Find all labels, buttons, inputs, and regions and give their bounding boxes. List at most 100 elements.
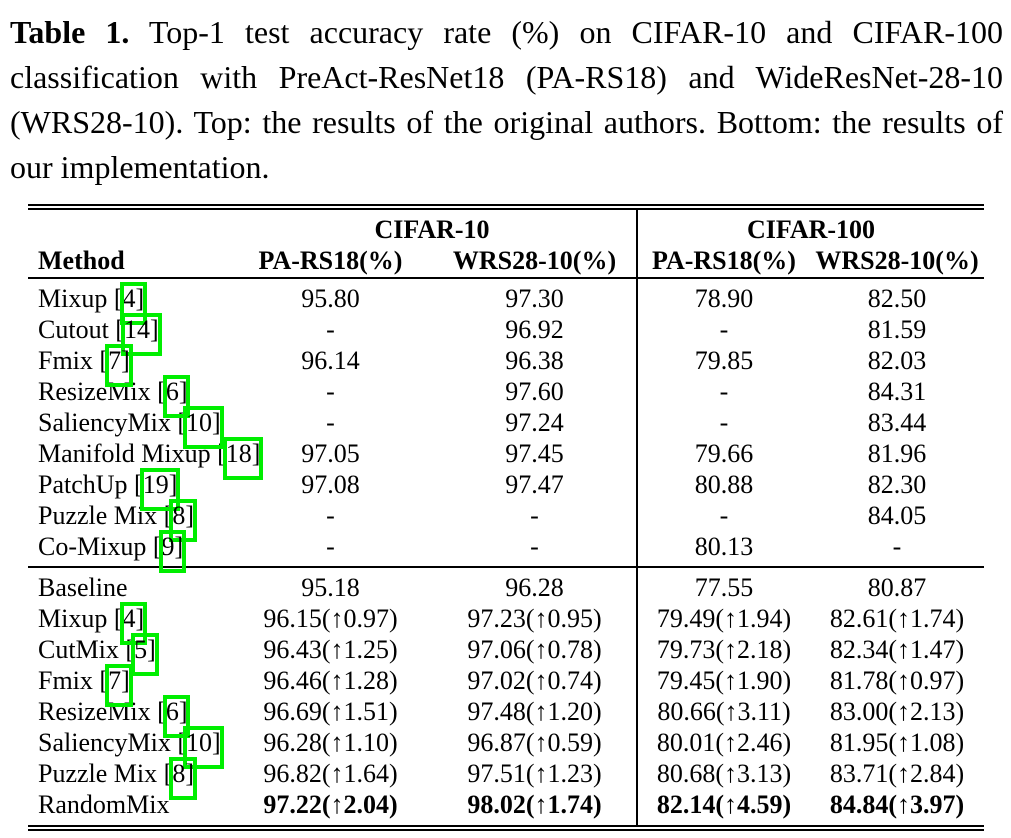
citation-link[interactable]: 7]: [108, 666, 130, 695]
method-label: Mixup [: [38, 284, 123, 313]
value-cell: 97.23(↑0.95): [467, 604, 602, 633]
method-label: PatchUp [: [38, 470, 143, 499]
value-cell: -: [326, 532, 335, 561]
table-row: ResizeMix [6] 96.69(↑1.51) 97.48(↑1.20) 80.…: [28, 696, 984, 727]
method-cell: Mixup [4]: [28, 603, 228, 634]
value-cell: 80.68(↑3.13): [636, 758, 810, 789]
citation-link[interactable]: 10]: [186, 728, 221, 757]
value-cell: 82.14(↑4.59): [636, 789, 810, 828]
citation-link[interactable]: 8]: [172, 501, 194, 530]
value-cell: 97.48(↑1.20): [467, 697, 602, 726]
value-cell: 78.90: [636, 278, 810, 314]
value-cell: 79.85: [636, 345, 810, 376]
value-cell: 81.96: [867, 439, 927, 468]
method-cell: PatchUp [19]: [28, 469, 228, 500]
citation-link[interactable]: 10]: [186, 408, 221, 437]
method-cell: Cutout [14]: [28, 314, 228, 345]
value-cell: 96.69(↑1.51): [263, 697, 398, 726]
citation-link[interactable]: 4]: [122, 284, 145, 313]
value-cell: -: [326, 408, 335, 437]
value-cell: 82.03: [867, 346, 927, 375]
caption-text: Top-1 test accuracy rate (%) on CIFAR-10…: [10, 14, 1004, 185]
caption-label: Table 1.: [10, 14, 130, 50]
method-cell: Baseline: [28, 566, 228, 603]
value-cell: -: [326, 315, 335, 344]
value-cell: 83.44: [867, 408, 927, 437]
value-cell: 96.14: [301, 346, 360, 375]
value-cell: 96.46(↑1.28): [263, 666, 398, 695]
value-cell: 97.06(↑0.78): [467, 635, 602, 664]
col-header-pars18-c10: PA-RS18(%): [228, 244, 433, 279]
method-label: Mixup [: [38, 604, 123, 633]
method-cell: CutMix [5]: [28, 634, 228, 665]
our-implementation-section: Baseline 95.18 96.28 77.55 80.87 Mixup [4] 96.…: [28, 566, 984, 828]
value-cell: 80.87: [810, 566, 984, 603]
method-label: Puzzle Mix [: [38, 759, 173, 788]
col-header-pars18-c100: PA-RS18(%): [636, 244, 810, 279]
table-row: SaliencyMix [10] - 97.24 - 83.44: [28, 407, 984, 438]
value-cell: 96.87(↑0.59): [467, 728, 602, 757]
method-cell: Fmix [7]: [28, 345, 228, 376]
value-cell: -: [326, 501, 335, 530]
citation-link[interactable]: 5]: [134, 635, 156, 664]
value-cell: 96.28(↑1.10): [263, 728, 398, 757]
value-cell: -: [636, 376, 810, 407]
value-cell: 82.61(↑1.74): [829, 604, 965, 633]
method-label: SaliencyMix [: [38, 728, 187, 757]
method-cell: ResizeMix [6]: [28, 696, 228, 727]
column-header-row: Method PA-RS18(%) WRS28-10(%) PA-RS18(%)…: [28, 244, 984, 279]
value-cell: 95.80: [301, 284, 360, 313]
table-row: Puzzle Mix [8] - - - 84.05: [28, 500, 984, 531]
value-cell: -: [530, 501, 539, 530]
citation-link[interactable]: 18]: [225, 439, 261, 468]
value-cell: 96.43(↑1.25): [263, 635, 398, 664]
value-cell: 96.82(↑1.64): [263, 759, 398, 788]
citation-link[interactable]: 9]: [161, 532, 184, 561]
method-label: Cutout [: [38, 315, 124, 344]
value-cell: 96.38: [505, 346, 564, 375]
method-cell: SaliencyMix [10]: [28, 407, 228, 438]
value-cell: 83.00(↑2.13): [829, 697, 965, 726]
value-cell: 95.18: [228, 566, 433, 603]
value-cell: 97.51(↑1.23): [467, 759, 602, 788]
value-cell: 79.73(↑2.18): [636, 634, 810, 665]
method-cell: RandomMix: [28, 789, 228, 828]
value-cell: 98.02(↑1.74): [467, 790, 602, 819]
table-row: ResizeMix [6] - 97.60 - 84.31: [28, 376, 984, 407]
value-cell: -: [892, 532, 902, 561]
value-cell: 97.30: [505, 284, 564, 313]
value-cell: 79.66: [636, 438, 810, 469]
group-header-cifar100: CIFAR-100: [636, 207, 984, 244]
citation-link[interactable]: 7]: [108, 346, 130, 375]
table-row: Cutout [14] - 96.92 - 81.59: [28, 314, 984, 345]
table-row: Fmix [7] 96.14 96.38 79.85 82.03: [28, 345, 984, 376]
value-cell: 84.05: [867, 501, 927, 530]
original-authors-section: Mixup [4] 95.80 97.30 78.90 82.50 Cutout [14]…: [28, 278, 984, 567]
citation-link[interactable]: 6]: [165, 377, 188, 406]
results-table: CIFAR-10 CIFAR-100 Method PA-RS18(%) WRS…: [28, 204, 984, 831]
method-cell: Puzzle Mix [8]: [28, 500, 228, 531]
method-cell: ResizeMix [6]: [28, 376, 228, 407]
group-header-cifar10: CIFAR-10: [374, 215, 490, 244]
citation-link[interactable]: 4]: [122, 604, 145, 633]
citation-link[interactable]: 8]: [172, 759, 194, 788]
group-header-spacer: [28, 207, 228, 244]
table-row: Puzzle Mix [8] 96.82(↑1.64) 97.51(↑1.23) 80…: [28, 758, 984, 789]
value-cell: 84.84(↑3.97): [829, 790, 965, 819]
citation-link[interactable]: 14]: [123, 315, 159, 344]
citation-link[interactable]: 6]: [165, 697, 188, 726]
value-cell: 97.45: [505, 439, 564, 468]
value-cell: 81.95(↑1.08): [829, 728, 965, 757]
method-label: RandomMix: [38, 790, 170, 819]
citation-link[interactable]: 19]: [142, 470, 178, 499]
value-cell: 81.78(↑0.97): [829, 666, 965, 695]
col-header-wrs2810-c10: WRS28-10(%): [433, 244, 637, 279]
value-cell: 96.28: [433, 566, 637, 603]
value-cell: 82.50: [867, 284, 927, 313]
value-cell: 81.59: [867, 315, 927, 344]
value-cell: 79.49(↑1.94): [636, 603, 810, 634]
value-cell: 80.88: [636, 469, 810, 500]
value-cell: -: [636, 407, 810, 438]
method-label: ResizeMix [: [38, 697, 166, 726]
